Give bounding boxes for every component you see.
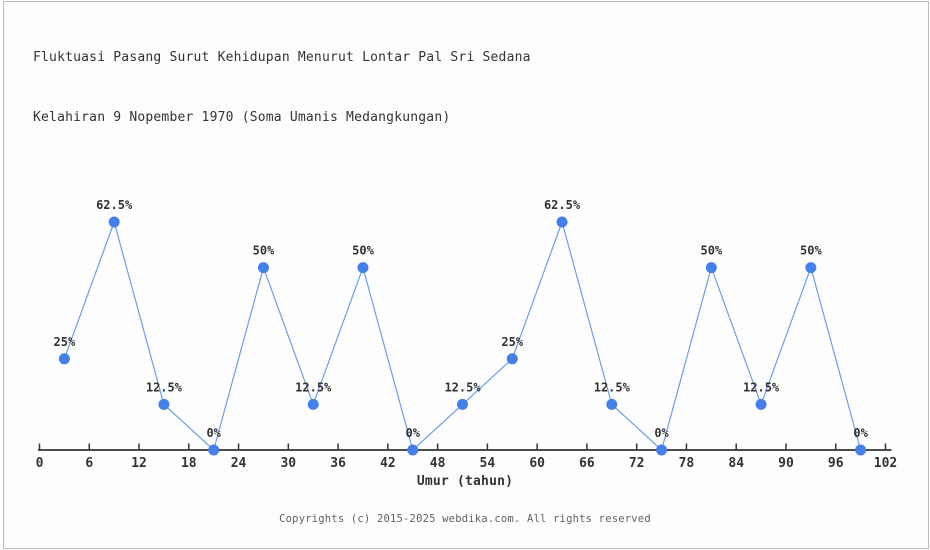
data-point-label: 25% (501, 335, 523, 349)
chart-frame (3, 1, 929, 549)
x-axis-tick-label: 66 (579, 456, 595, 471)
x-axis-tick-label: 18 (181, 456, 197, 471)
x-axis-tick-label: 12 (131, 456, 147, 471)
data-point-label: 50% (352, 244, 374, 258)
data-point-label: 0% (853, 426, 868, 440)
data-point-label: 0% (406, 426, 421, 440)
data-point-label: 12.5% (146, 380, 183, 394)
x-axis-title: Umur (tahun) (416, 474, 514, 489)
data-point-label: 12.5% (594, 380, 631, 394)
data-point (58, 353, 70, 365)
data-point-label: 50% (253, 244, 275, 258)
data-point-label: 0% (654, 426, 669, 440)
data-point-label: 0% (206, 426, 221, 440)
data-point (208, 444, 220, 456)
x-axis-tick-label: 30 (280, 456, 296, 471)
data-point (656, 444, 668, 456)
data-point-label: 12.5% (295, 380, 332, 394)
x-axis-tick-label: 24 (231, 456, 247, 471)
data-point (506, 353, 518, 365)
data-line (63, 220, 862, 452)
data-point-label: 12.5% (444, 380, 481, 394)
data-point-label: 25% (54, 335, 76, 349)
x-axis-tick-label: 84 (728, 456, 744, 471)
data-point-label: 50% (700, 244, 722, 258)
data-point (407, 444, 419, 456)
data-point (855, 444, 867, 456)
x-axis-tick-label: 60 (529, 456, 545, 471)
data-point (556, 216, 568, 228)
data-point (606, 398, 618, 410)
x-axis-tick-label: 78 (679, 456, 695, 471)
x-axis-tick-label: 102 (874, 456, 897, 471)
data-point-label: 62.5% (96, 198, 133, 212)
x-axis-tick-label: 6 (85, 456, 93, 471)
data-point (357, 262, 369, 274)
x-axis-tick-label: 48 (430, 456, 446, 471)
chart-title-line1: Fluktuasi Pasang Surut Kehidupan Menurut… (33, 50, 531, 65)
copyright-text: Copyrights (c) 2015-2025 webdika.com. Al… (279, 513, 651, 525)
data-point (307, 398, 319, 410)
data-point (108, 216, 120, 228)
x-axis-tick-label: 90 (778, 456, 794, 471)
x-axis-tick-label: 96 (828, 456, 844, 471)
data-point (158, 398, 170, 410)
x-axis-tick-label: 36 (330, 456, 346, 471)
data-point (457, 398, 468, 410)
data-point (755, 398, 767, 410)
x-axis-tick-label: 72 (629, 456, 645, 471)
data-point (705, 262, 717, 274)
data-point (257, 262, 269, 274)
data-point-label: 62.5% (544, 198, 581, 212)
data-point-label: 50% (800, 244, 822, 258)
x-axis-tick-label: 54 (480, 456, 496, 471)
chart-title-line2: Kelahiran 9 Nopember 1970 (Soma Umanis M… (33, 110, 451, 125)
x-axis-tick-label: 42 (380, 456, 396, 471)
chart-title: Fluktuasi Pasang Surut Kehidupan Menurut… (33, 8, 531, 148)
data-point (805, 262, 817, 274)
data-point-label: 12.5% (743, 380, 780, 394)
x-axis-tick-label: 0 (36, 456, 44, 471)
